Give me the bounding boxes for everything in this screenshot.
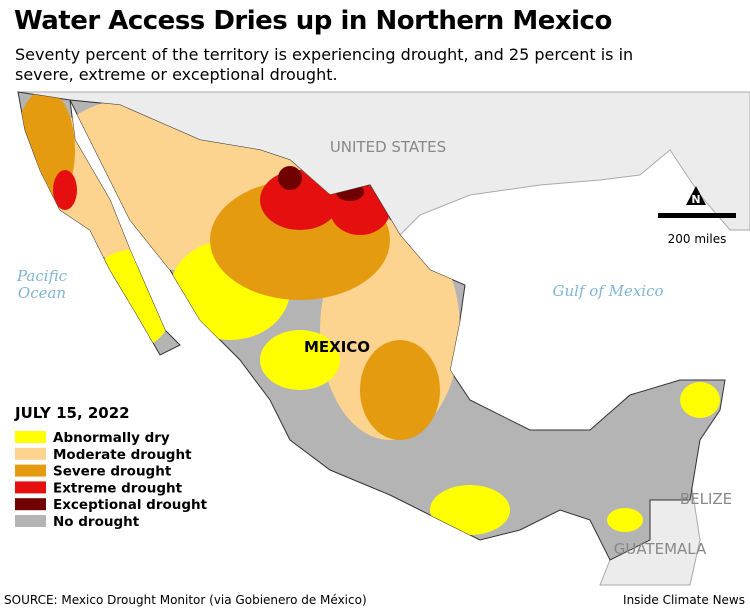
svg-text:N: N — [691, 193, 700, 206]
legend-label: Exceptional drought — [53, 497, 208, 513]
drought-area — [607, 508, 643, 532]
legend-swatch — [15, 447, 46, 460]
drought-area — [360, 340, 440, 440]
legend-label: No drought — [53, 514, 140, 530]
legend-label: Abnormally dry — [53, 430, 170, 446]
mexico-label: MEXICO — [304, 338, 370, 356]
subtitle: Seventy percent of the territory is expe… — [15, 45, 634, 84]
legend-swatch — [15, 464, 46, 477]
legend-title: JULY 15, 2022 — [14, 404, 130, 422]
label-line: MEXICO — [304, 338, 370, 356]
scale-label: 200 miles — [668, 232, 727, 246]
legend-label: Moderate drought — [53, 447, 192, 463]
legend-label: Extreme drought — [53, 480, 183, 496]
legend-swatch — [15, 431, 46, 443]
drought-area — [53, 170, 77, 210]
drought-area — [680, 382, 720, 418]
drought-area — [260, 330, 340, 390]
north-arrow: N — [686, 186, 706, 206]
guatemala-label: GUATEMALA — [614, 540, 707, 558]
legend-swatch — [15, 481, 46, 494]
title: Water Access Dries up in Northern Mexico — [14, 6, 612, 36]
gulf-of-mexico-label: Gulf of Mexico — [552, 282, 663, 300]
label-line: GUATEMALA — [614, 540, 707, 558]
united-states-label: UNITED STATES — [330, 138, 446, 156]
credit: Inside Climate News — [623, 593, 745, 607]
label-line: Ocean — [18, 284, 66, 302]
label-line: UNITED STATES — [330, 138, 446, 156]
label-line: BELIZE — [680, 490, 732, 508]
pacific-ocean-label: Pacific Ocean — [16, 267, 68, 302]
drought-area — [430, 485, 510, 535]
belize-label: BELIZE — [680, 490, 732, 508]
source: SOURCE: Mexico Drought Monitor (via Gobi… — [4, 593, 367, 607]
drought-area — [278, 166, 302, 190]
drought-area — [85, 250, 175, 350]
scale-bar: 200 miles — [658, 213, 736, 246]
legend-swatch — [15, 515, 46, 527]
label-line: Pacific — [16, 267, 68, 285]
label-line: Gulf of Mexico — [552, 282, 663, 300]
legend-swatch — [15, 498, 46, 511]
legend-label: Severe drought — [53, 464, 172, 480]
